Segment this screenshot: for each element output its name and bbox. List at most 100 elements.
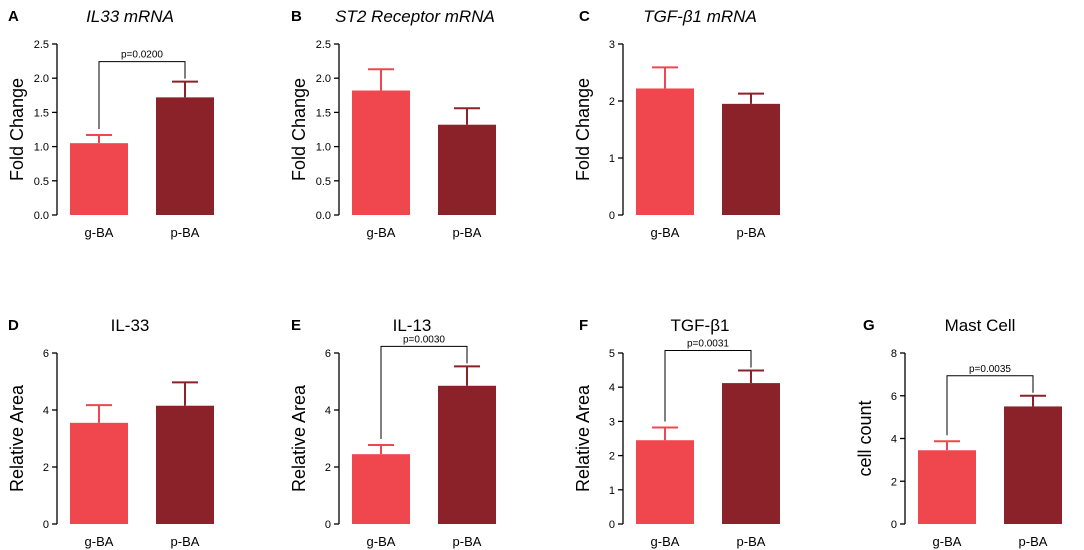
y-tick-label: 3 [609,39,615,51]
x-category-label: p-BA [453,534,482,549]
y-axis-label: Relative Area [573,384,593,492]
y-tick-label: 2.5 [34,39,49,51]
panel-letter: G [863,317,875,334]
bar-g-ba [352,454,410,524]
x-category-label: g-BA [651,225,680,240]
y-tick-label: 2.0 [316,73,331,85]
x-category-label: g-BA [85,534,114,549]
y-tick-label: 1.0 [34,142,49,154]
y-tick-label: 2 [609,96,615,108]
panel-letter: D [8,317,19,334]
y-tick-label: 0.0 [316,210,331,222]
y-tick-label: 1.0 [316,142,331,154]
bar-p-ba [156,97,214,215]
y-tick-label: 8 [891,348,897,360]
y-tick-label: 0 [891,519,897,531]
significance-bracket [946,375,1034,436]
chart-panel-d: D IL-33 Relative Area 0 2 4 6 g-BA p-BA [7,316,214,549]
p-value-label: p=0.0030 [403,334,445,345]
p-value-label: p=0.0031 [687,338,729,349]
chart-title: ST2 Receptor mRNA [335,7,495,26]
y-tick-label: 6 [43,348,49,360]
chart-title: IL-13 [393,316,432,335]
y-axis-label: cell count [855,400,875,476]
y-tick-label: 0.0 [34,210,49,222]
y-tick-label: 0.5 [316,176,331,188]
x-category-label: p-BA [1019,534,1048,549]
y-tick-label: 1 [609,485,615,497]
y-tick-label: 3 [609,416,615,428]
panel-letter: E [291,317,301,334]
y-tick-label: 1.5 [316,107,331,119]
y-axis-label: Relative Area [7,384,27,492]
chart-panel-b: B ST2 Receptor mRNA Fold Change 0.0 0.5 1.0 1.… [289,7,496,240]
significance-bracket [380,345,468,440]
chart-title: IL33 mRNA [86,7,174,26]
y-tick-label: 4 [43,405,49,417]
chart-panel-c: C TGF-β1 mRNA Fold Change 0 1 2 3 g-BA p-BA [573,7,780,240]
x-category-label: g-BA [85,225,114,240]
panel-letter: C [579,8,590,25]
y-tick-label: 1 [609,153,615,165]
x-category-label: p-BA [171,534,200,549]
x-category-label: g-BA [933,534,962,549]
bar-g-ba [918,450,976,524]
p-value-label: p=0.0035 [969,364,1011,375]
significance-bracket [664,349,752,422]
chart-title: Mast Cell [945,316,1016,335]
chart-title: TGF-β1 mRNA [643,7,757,26]
y-tick-label: 0 [325,519,331,531]
bar-p-ba [1004,406,1062,524]
x-category-label: p-BA [737,534,766,549]
y-tick-label: 2 [609,451,615,463]
panel-letter: F [579,317,588,334]
y-axis-label: Fold Change [573,78,593,181]
y-axis-label: Fold Change [7,78,27,181]
p-value-label: p=0.0200 [121,50,163,61]
y-tick-label: 4 [609,382,615,394]
chart-panel-a: A IL33 mRNA Fold Change 0.0 0.5 1.0 1.5 2.0 2.5 g… [7,7,214,240]
chart-title: TGF-β1 [671,316,730,335]
bar-p-ba [438,385,496,524]
y-tick-label: 4 [325,405,331,417]
y-tick-label: 2.5 [316,39,331,51]
bar-g-ba [636,440,694,524]
bar-p-ba [156,405,214,524]
y-tick-label: 5 [609,348,615,360]
y-tick-label: 6 [325,348,331,360]
panel-letter: A [8,8,19,25]
bar-g-ba [636,88,694,215]
y-tick-label: 0 [609,519,615,531]
x-category-label: p-BA [737,225,766,240]
x-category-label: g-BA [367,534,396,549]
bar-p-ba [722,103,780,215]
x-category-label: p-BA [171,225,200,240]
y-tick-label: 0 [609,210,615,222]
y-tick-label: 1.5 [34,107,49,119]
y-axis-label: Fold Change [289,78,309,181]
bar-g-ba [70,143,128,215]
y-axis-label: Relative Area [289,384,309,492]
chart-title: IL-33 [111,316,150,335]
panel-letter: B [291,8,302,25]
bar-p-ba [438,124,496,215]
y-tick-label: 0 [43,519,49,531]
y-tick-label: 0.5 [34,176,49,188]
bar-g-ba [70,422,128,524]
y-tick-label: 2 [43,462,49,474]
bar-g-ba [352,90,410,215]
bar-p-ba [722,383,780,524]
chart-panel-f: F TGF-β1 Relative Area 0 1 2 3 4 5 g-BA p-BA p=0.00… [573,316,780,549]
x-category-label: p-BA [453,225,482,240]
chart-panel-g: G Mast Cell cell count 0 2 4 6 8 g-BA p-BA p=0.003… [855,316,1062,549]
chart-panel-e: E IL-13 Relative Area 0 2 4 6 g-BA p-BA p=0.0030 [289,316,496,549]
significance-bracket [98,61,186,129]
y-tick-label: 2.0 [34,73,49,85]
y-tick-label: 2 [891,476,897,488]
y-tick-label: 2 [325,462,331,474]
y-tick-label: 6 [891,391,897,403]
x-category-label: g-BA [651,534,680,549]
x-category-label: g-BA [367,225,396,240]
y-tick-label: 4 [891,434,897,446]
